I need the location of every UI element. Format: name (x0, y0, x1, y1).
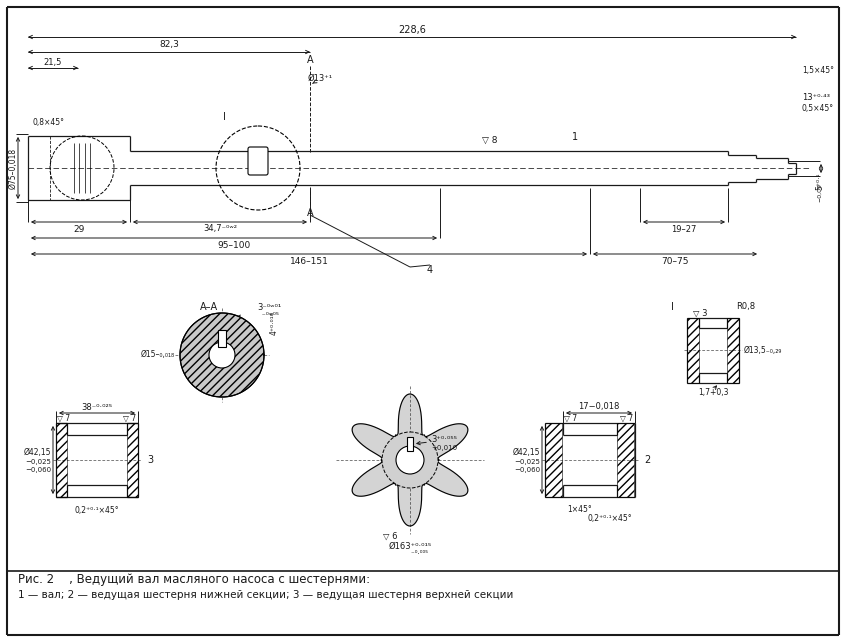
Text: −0,025: −0,025 (25, 459, 51, 465)
Bar (127, 423, 138, 497)
Bar (617, 423, 634, 497)
Text: 21,5: 21,5 (44, 58, 63, 67)
Text: 4: 4 (427, 265, 433, 275)
Bar (56, 423, 67, 497)
Text: 2: 2 (644, 455, 650, 465)
Text: 95–100: 95–100 (217, 241, 250, 250)
Text: ▽ 7: ▽ 7 (620, 413, 634, 422)
Text: 0,5×45°: 0,5×45° (802, 103, 834, 112)
FancyBboxPatch shape (248, 147, 268, 175)
Text: ⁻⁰·⁰⁰⁵: ⁻⁰·⁰⁰⁵ (402, 551, 428, 557)
Text: ▽ 6: ▽ 6 (382, 532, 398, 541)
Bar (727, 318, 739, 383)
Polygon shape (352, 394, 468, 526)
Text: −0,060: −0,060 (514, 467, 540, 473)
Circle shape (396, 446, 424, 474)
Circle shape (396, 446, 424, 474)
Text: 3: 3 (147, 455, 153, 465)
Bar (218, 330, 226, 347)
Text: 4⁺⁰·⁰¹⁶: 4⁺⁰·⁰¹⁶ (270, 311, 278, 335)
Text: Ø42,15: Ø42,15 (513, 447, 540, 456)
Text: Ø42,15: Ø42,15 (24, 447, 51, 456)
Text: 13⁺⁰·⁴³: 13⁺⁰·⁴³ (802, 92, 830, 101)
Text: Ø15–₀,₀₁₈: Ø15–₀,₀₁₈ (141, 351, 175, 360)
Text: A: A (307, 208, 313, 218)
Text: 3⁺⁰·⁰⁵⁵: 3⁺⁰·⁰⁵⁵ (431, 435, 457, 444)
Text: 38⁻⁰·⁰²⁵: 38⁻⁰·⁰²⁵ (81, 403, 113, 412)
Text: ▽ 7: ▽ 7 (58, 413, 70, 422)
Text: 1,7+0,3: 1,7+0,3 (698, 388, 728, 397)
Text: R0,8: R0,8 (736, 302, 755, 311)
Text: 5⁺⁰·¹: 5⁺⁰·¹ (816, 173, 825, 190)
Text: 1 — вал; 2 — ведущая шестерня нижней секции; 3 — ведущая шестерня верхней секции: 1 — вал; 2 — ведущая шестерня нижней сек… (18, 590, 514, 600)
Text: ▽ 7: ▽ 7 (124, 413, 136, 422)
Text: Рис. 2    , Ведущий вал масляного насоса с шестернями:: Рис. 2 , Ведущий вал масляного насоса с … (18, 573, 371, 587)
Text: 34,7⁻⁰ʷ²: 34,7⁻⁰ʷ² (203, 225, 237, 234)
Text: 146–151: 146–151 (289, 257, 328, 266)
Text: 17−0,018: 17−0,018 (579, 403, 619, 412)
Text: +0,010: +0,010 (431, 445, 457, 451)
Text: 70–75: 70–75 (662, 257, 689, 266)
Text: −0,09: −0,09 (817, 183, 822, 202)
Text: ▽ 3: ▽ 3 (693, 309, 707, 318)
Text: А–А: А–А (200, 302, 218, 312)
Text: 0,2⁺⁰·¹×45°: 0,2⁺⁰·¹×45° (588, 514, 632, 523)
Text: −0,060: −0,060 (25, 467, 51, 473)
Text: Ø13,5₋₀,₂₉: Ø13,5₋₀,₂₉ (744, 345, 783, 354)
Text: 29: 29 (74, 225, 85, 234)
Text: 1×45°: 1×45° (568, 505, 592, 514)
Text: I: I (671, 302, 673, 312)
Text: 0,8×45°: 0,8×45° (32, 119, 64, 128)
Bar (545, 423, 562, 497)
Text: 1,5×45°: 1,5×45° (802, 65, 834, 74)
Circle shape (209, 342, 235, 368)
Text: −0,025: −0,025 (514, 459, 540, 465)
Text: A: A (307, 55, 313, 65)
Text: Ø75–0,018: Ø75–0,018 (8, 148, 18, 189)
Bar (687, 318, 699, 383)
Text: Ø13⁺¹: Ø13⁺¹ (307, 73, 332, 83)
Text: I: I (222, 112, 225, 122)
Text: 82,3: 82,3 (159, 40, 179, 49)
Polygon shape (180, 313, 264, 397)
Bar (407, 437, 413, 451)
Text: 3⁻⁰ʷ⁰¹: 3⁻⁰ʷ⁰¹ (257, 304, 281, 313)
Text: 1: 1 (572, 132, 578, 142)
Text: Ø163⁺⁰·⁰¹⁵: Ø163⁺⁰·⁰¹⁵ (388, 541, 431, 550)
Text: ⁻⁰ʷ⁰⁵: ⁻⁰ʷ⁰⁵ (257, 311, 279, 320)
Circle shape (382, 432, 438, 488)
Text: ▽ 7: ▽ 7 (564, 413, 578, 422)
Text: 0,2⁺⁰·¹×45°: 0,2⁺⁰·¹×45° (74, 505, 119, 514)
Text: ▽ 8: ▽ 8 (482, 135, 497, 144)
Text: 228,6: 228,6 (398, 25, 426, 35)
Text: 19–27: 19–27 (672, 225, 697, 234)
